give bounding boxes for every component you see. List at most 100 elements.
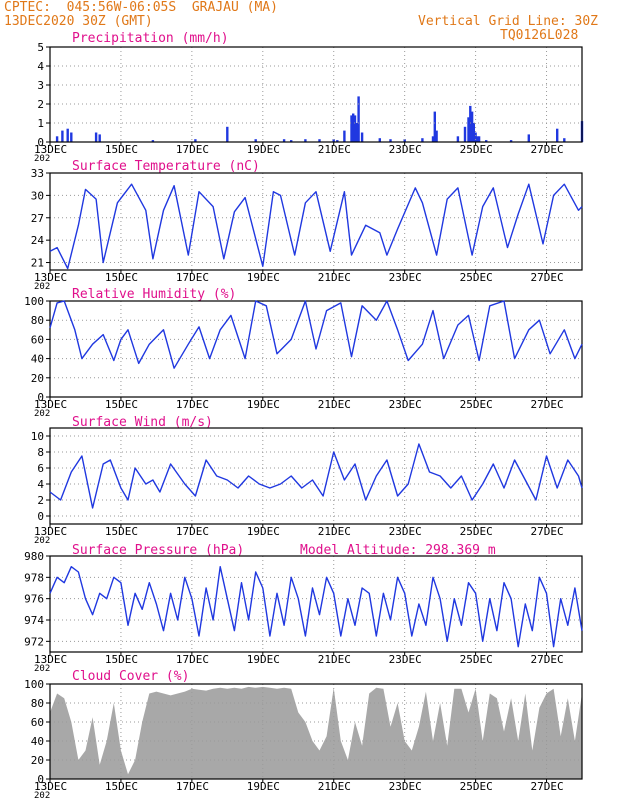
precip-bar bbox=[357, 96, 360, 142]
precip-bar bbox=[556, 128, 559, 142]
temp-ytick-label: 33 bbox=[31, 167, 44, 180]
rh-xtick-label: 25DEC bbox=[460, 398, 493, 411]
precip-bar bbox=[378, 138, 381, 142]
wind-xtick-label: 13DEC bbox=[34, 525, 67, 538]
wind-xtick-label: 19DEC bbox=[247, 525, 280, 538]
rh-xtick-label: 19DEC bbox=[247, 398, 280, 411]
rh-xtick-label: 15DEC bbox=[105, 398, 138, 411]
pres-xtick-label: 19DEC bbox=[247, 653, 280, 666]
temp-xtick-label: 17DEC bbox=[176, 271, 209, 284]
precip-bar bbox=[355, 123, 358, 142]
precip-bar bbox=[435, 130, 438, 142]
precip-ytick-label: 1 bbox=[37, 117, 44, 130]
precip-year-label: 202 bbox=[34, 154, 50, 164]
precip-bar bbox=[290, 140, 293, 142]
temp-xtick-label: 15DEC bbox=[105, 271, 138, 284]
rh-xtick-label: 21DEC bbox=[318, 398, 351, 411]
wind-ytick-label: 2 bbox=[37, 494, 44, 507]
wind-ytick-label: 6 bbox=[37, 462, 44, 475]
wind-title: Surface Wind (m/s) bbox=[72, 415, 213, 430]
cloud-xtick-label: 23DEC bbox=[389, 780, 422, 793]
model-code: TQ0126L028 bbox=[500, 28, 579, 43]
pres-xtick-label: 17DEC bbox=[176, 653, 209, 666]
cloud-ytick-label: 100 bbox=[24, 678, 44, 691]
precip-title: Precipitation (mm/h) bbox=[72, 31, 229, 46]
rh-title: Relative Humidity (%) bbox=[72, 287, 236, 302]
cloud-ytick-label: 60 bbox=[31, 716, 44, 729]
precip-bar bbox=[353, 115, 357, 142]
pres-ytick-label: 978 bbox=[24, 571, 44, 584]
rh-xtick-label: 23DEC bbox=[389, 398, 422, 411]
rh-ytick-label: 100 bbox=[24, 295, 44, 308]
temp-ytick-label: 30 bbox=[31, 189, 44, 202]
wind-xtick-label: 23DEC bbox=[389, 525, 422, 538]
cloud-xtick-label: 17DEC bbox=[176, 780, 209, 793]
precip-bar bbox=[55, 136, 59, 142]
rh-frame bbox=[49, 300, 583, 398]
pres-xtick-label: 27DEC bbox=[531, 653, 564, 666]
pres-year-label: 202 bbox=[34, 664, 50, 674]
precip-bar bbox=[476, 136, 479, 142]
rh-ytick-label: 0 bbox=[37, 391, 44, 404]
pres-series-line bbox=[49, 566, 583, 648]
precip-ytick-label: 4 bbox=[37, 60, 44, 73]
temp-xtick-label: 13DEC bbox=[34, 271, 67, 284]
pres-ytick-label: 974 bbox=[24, 614, 44, 627]
precip-bar bbox=[470, 111, 474, 142]
precip-bar bbox=[433, 111, 436, 142]
wind-ytick-label: 4 bbox=[37, 478, 44, 491]
precip-bar bbox=[94, 132, 98, 142]
rh-ytick-label: 80 bbox=[31, 314, 44, 327]
rh-ytick-label: 40 bbox=[31, 353, 44, 366]
precip-xtick-label: 25DEC bbox=[460, 143, 493, 156]
temp-xtick-label: 23DEC bbox=[389, 271, 422, 284]
precip-bar bbox=[343, 130, 346, 142]
precip-bar bbox=[509, 140, 513, 142]
pres-xtick-label: 15DEC bbox=[105, 653, 138, 666]
precip-bar bbox=[194, 139, 197, 142]
precip-bar bbox=[70, 132, 73, 142]
precip-bar bbox=[474, 132, 477, 142]
precip-xtick-label: 23DEC bbox=[389, 143, 422, 156]
wind-ytick-label: 10 bbox=[31, 430, 44, 443]
pres-ytick-label: 980 bbox=[24, 550, 44, 563]
precip-xtick-label: 15DEC bbox=[105, 143, 138, 156]
temp-ytick-label: 27 bbox=[31, 212, 44, 225]
rh-series-line bbox=[49, 300, 583, 369]
precip-bar bbox=[389, 139, 392, 142]
precip-bar bbox=[282, 139, 286, 142]
temp-xtick-label: 19DEC bbox=[247, 271, 280, 284]
precip-bar bbox=[477, 136, 481, 142]
cloud-xtick-label: 13DEC bbox=[34, 780, 67, 793]
precip-bar bbox=[151, 140, 155, 142]
temp-xtick-label: 27DEC bbox=[531, 271, 564, 284]
temp-year-label: 202 bbox=[34, 282, 50, 292]
precip-bar bbox=[66, 128, 69, 142]
temp-frame bbox=[49, 172, 583, 271]
precip-bar bbox=[360, 132, 364, 142]
precip-bar bbox=[469, 105, 472, 142]
location-line: CPTEC: 045:56W-06:05S GRAJAU (MA) bbox=[4, 0, 278, 15]
cloud-year-label: 202 bbox=[34, 791, 50, 800]
precip-bar bbox=[527, 134, 530, 142]
pres-xtick-label: 25DEC bbox=[460, 653, 493, 666]
rh-xtick-label: 17DEC bbox=[176, 398, 209, 411]
cloud-area bbox=[50, 686, 582, 779]
wind-ytick-label: 0 bbox=[37, 510, 44, 523]
pres-title: Surface Pressure (hPa) bbox=[72, 543, 244, 558]
precip-bar bbox=[421, 138, 424, 142]
cloud-xtick-label: 25DEC bbox=[460, 780, 493, 793]
date-line: 13DEC2020 30Z (GMT) bbox=[4, 14, 153, 29]
wind-ytick-label: 8 bbox=[37, 446, 44, 459]
temp-ytick-label: 24 bbox=[31, 234, 45, 247]
precip-ytick-label: 3 bbox=[37, 79, 44, 92]
cloud-xtick-label: 19DEC bbox=[247, 780, 280, 793]
precip-bar bbox=[350, 115, 353, 142]
precip-bar bbox=[563, 138, 566, 142]
precip-ytick-label: 2 bbox=[37, 98, 44, 111]
temp-xtick-label: 21DEC bbox=[318, 271, 351, 284]
precip-bar bbox=[336, 140, 339, 142]
precip-bar bbox=[318, 139, 321, 142]
precip-xtick-label: 21DEC bbox=[318, 143, 351, 156]
